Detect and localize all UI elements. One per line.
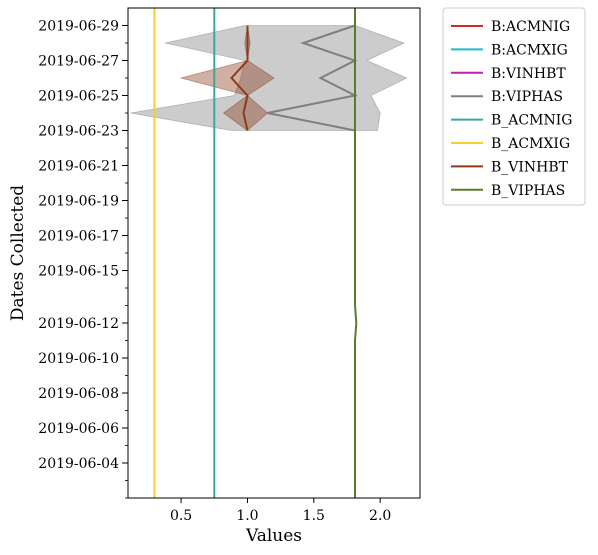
x-tick-label: 0.5 — [170, 508, 192, 524]
x-axis-label: Values — [245, 526, 302, 546]
y-tick-label: 2019-06-08 — [38, 386, 119, 402]
legend-item-b-acmnig: B:ACMNIG — [451, 19, 570, 35]
legend-item-b-viphas: B_VIPHAS — [451, 183, 565, 199]
x-tick-label: 1.5 — [303, 508, 325, 524]
y-tick-label: 2019-06-21 — [38, 159, 119, 175]
series-bands — [130, 25, 408, 132]
band-b-viphas — [130, 25, 408, 131]
y-axis-label: Dates Collected — [8, 185, 28, 321]
y-tick-label: 2019-06-12 — [38, 316, 119, 332]
legend: B:ACMNIG B:ACMXIG B:VINHBT B:VIPHAS B_ACMNIG… — [442, 7, 586, 206]
y-tick-label: 2019-06-19 — [38, 194, 119, 210]
y-axis-ticks: 2019-06-04 2019-06-06 2019-06-08 2019-06-10… — [38, 19, 128, 499]
legend-label: B_VINHBT — [491, 159, 569, 175]
line-b-vinhbt — [230, 25, 249, 131]
legend-label: B_VIPHAS — [491, 183, 565, 199]
legend-frame — [442, 7, 586, 206]
legend-item-b-vinhbt: B:VINHBT — [451, 66, 566, 82]
series-lines — [153, 8, 359, 498]
legend-item-b-acmxig: B:ACMXIG — [451, 42, 568, 58]
legend-label: B_ACMNIG — [491, 113, 572, 129]
y-tick-label: 2019-06-17 — [38, 229, 119, 245]
x-tick-label: 1.0 — [236, 508, 258, 524]
legend-label: B:ACMNIG — [491, 19, 570, 35]
line-b-viphas — [354, 8, 358, 498]
y-tick-label: 2019-06-06 — [38, 421, 119, 437]
legend-label: B:VIPHAS — [491, 89, 563, 105]
legend-item-b-viphas: B:VIPHAS — [451, 89, 563, 105]
legend-item-b-vinhbt: B_VINHBT — [451, 159, 569, 175]
legend-item-b-acmxig: B_ACMXIG — [451, 136, 570, 152]
legend-label: B:ACMXIG — [491, 42, 568, 58]
y-tick-label: 2019-06-04 — [38, 456, 119, 472]
y-tick-label: 2019-06-27 — [38, 54, 119, 70]
y-tick-label: 2019-06-15 — [38, 264, 119, 280]
legend-label: B_ACMXIG — [491, 136, 570, 152]
legend-label: B:VINHBT — [491, 66, 566, 82]
y-tick-label: 2019-06-10 — [38, 351, 119, 367]
legend-item-b-acmnig: B_ACMNIG — [451, 113, 572, 129]
x-axis-ticks: 0.5 1.0 1.5 2.0 — [170, 498, 391, 524]
y-tick-label: 2019-06-25 — [38, 89, 119, 105]
x-tick-label: 2.0 — [369, 508, 391, 524]
y-tick-label: 2019-06-29 — [38, 19, 119, 35]
line-b-viphas — [267, 24, 359, 132]
y-tick-label: 2019-06-23 — [38, 124, 119, 140]
